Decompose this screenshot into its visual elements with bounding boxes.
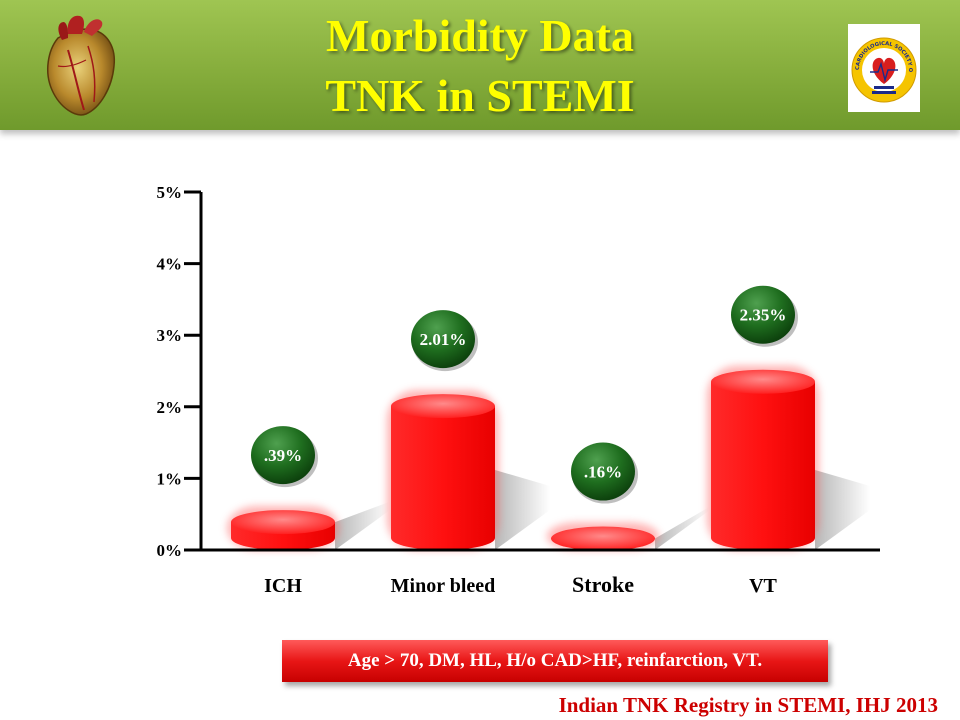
- y-tick-label: 1%: [157, 469, 183, 488]
- bar-top: [711, 369, 815, 394]
- y-tick-label: 2%: [157, 398, 183, 417]
- bar-body: [391, 406, 495, 550]
- bar-body: [711, 381, 815, 550]
- y-tick-label: 0%: [157, 541, 183, 560]
- data-label: .16%: [584, 463, 622, 482]
- bar-minor-bleed: [387, 390, 499, 550]
- data-label: 2.01%: [420, 330, 467, 349]
- data-label-bubble: [731, 285, 795, 344]
- bar-shadow: [815, 470, 870, 550]
- data-label-bubble: [411, 310, 475, 369]
- header-band: Morbidity Data TNK in STEMI CARDIOLOGICA…: [0, 0, 960, 130]
- bar-vt: [707, 365, 819, 550]
- x-tick-label: ICH: [264, 575, 302, 597]
- x-tick-label: Stroke: [572, 572, 634, 597]
- bar-shadows: [335, 470, 870, 550]
- csi-logo: CARDIOLOGICAL SOCIETY OF INDIA: [848, 24, 920, 112]
- bar-shadow: [495, 470, 550, 550]
- data-label: .39%: [264, 446, 302, 465]
- bar-stroke: [547, 522, 659, 551]
- slide-title-line1: Morbidity Data: [326, 10, 634, 61]
- y-axis: 0% 1% 2% 3% 4% 5%: [157, 183, 203, 560]
- bar-shadow: [655, 506, 710, 550]
- data-labels: .39% 2.01% .16% 2.35%: [251, 285, 798, 504]
- x-axis: ICH Minor bleed Stroke VT: [201, 548, 880, 597]
- bars: [227, 365, 819, 551]
- risk-factors-banner: Age > 70, DM, HL, H/o CAD>HF, reinfarcti…: [282, 640, 828, 682]
- bar-chart: 0% 1% 2% 3% 4% 5% ICH Minor bleed Stroke VT .39%…: [157, 183, 880, 597]
- bar-top: [551, 526, 655, 551]
- bar-top: [391, 394, 495, 419]
- data-label-bubble: [571, 442, 635, 501]
- y-tick-label: 3%: [157, 326, 183, 345]
- data-label: 2.35%: [740, 306, 787, 325]
- citation-text: Indian TNK Registry in STEMI, IHJ 2013: [558, 693, 938, 717]
- data-label-bubble: [251, 426, 315, 485]
- bar-shadow: [335, 501, 390, 550]
- bar-top: [231, 510, 335, 535]
- x-tick-label: Minor bleed: [391, 575, 496, 597]
- slide-title-line2: TNK in STEMI: [325, 70, 635, 121]
- x-tick-label: VT: [749, 575, 777, 597]
- y-tick-label: 5%: [157, 183, 183, 202]
- heart-icon: [46, 15, 116, 116]
- bar-ich: [227, 506, 339, 550]
- y-tick-label: 4%: [157, 255, 183, 274]
